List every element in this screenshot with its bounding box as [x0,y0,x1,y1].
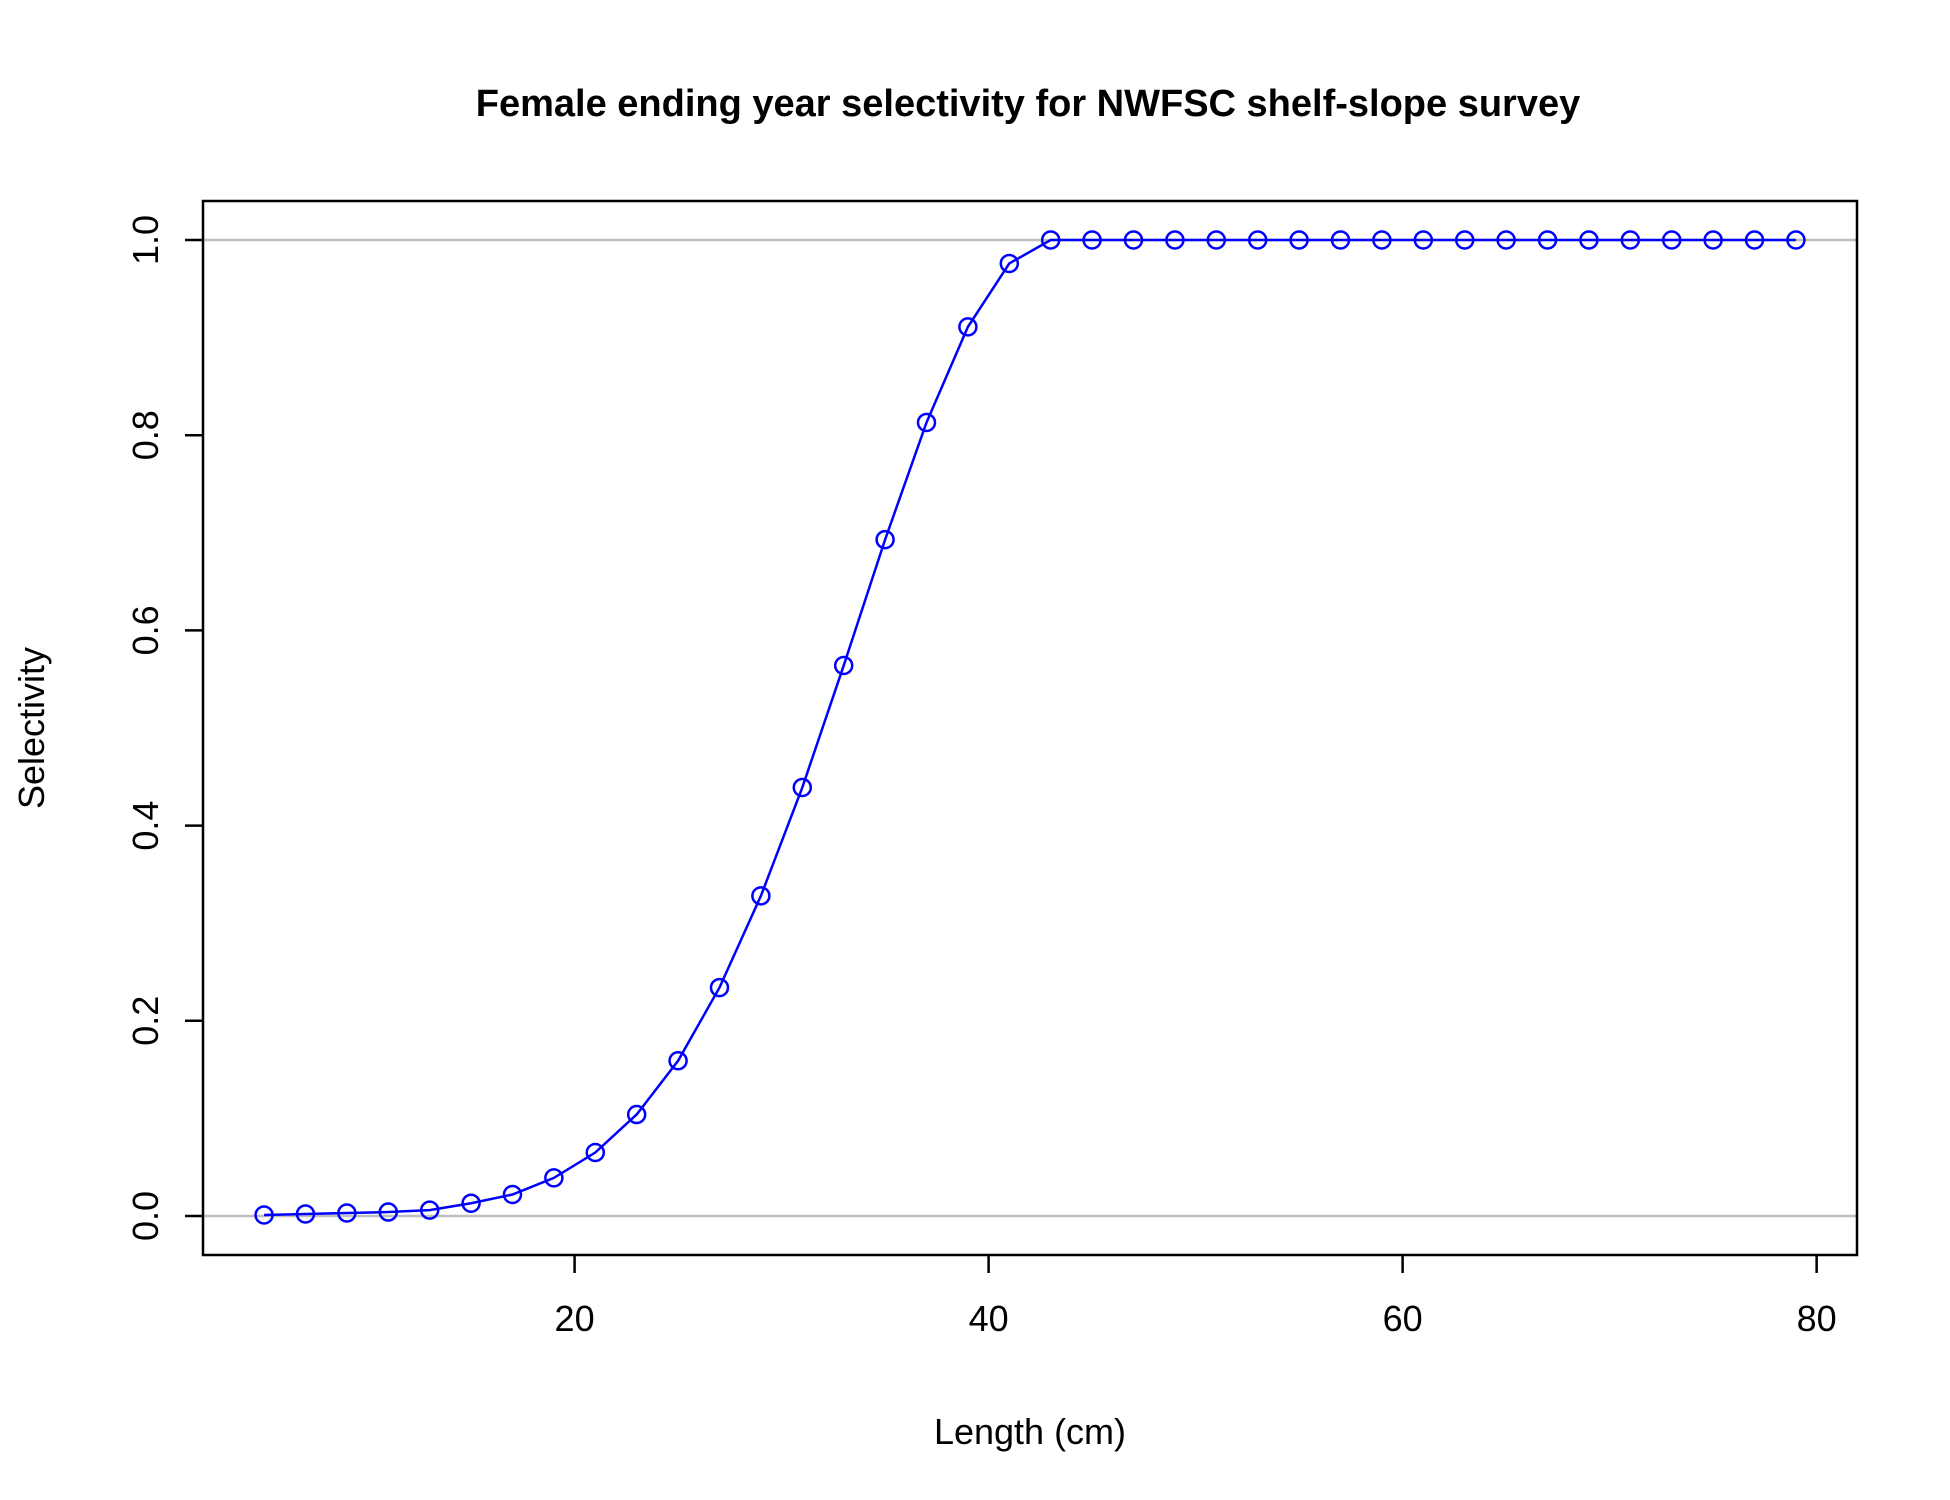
data-point [626,1104,647,1125]
x-axis-label: Length (cm) [934,1411,1126,1452]
data-point [1247,230,1268,250]
data-point [1579,230,1599,250]
data-point [875,529,895,550]
data-point [1082,230,1102,250]
data-point [833,655,854,676]
data-point [1165,230,1185,250]
plot-frame [201,199,1859,1257]
data-point [1372,230,1392,250]
data-point [254,1205,274,1225]
data-point [1330,230,1351,250]
data-point [1537,230,1558,250]
data-point [1744,230,1765,250]
data-point [1496,230,1516,250]
data-point [1289,230,1309,250]
data-point [585,1142,606,1163]
data-point [1413,230,1434,250]
data-point [1661,230,1682,250]
data-point [1703,230,1723,250]
data-point [502,1184,523,1205]
y-tick-label: 0.2 [125,996,166,1046]
data-point [419,1200,440,1220]
data-point [916,412,937,433]
data-point [792,777,813,798]
x-tick-label: 60 [1383,1298,1423,1339]
x-tick-label: 80 [1797,1298,1837,1339]
chart-title: Female ending year selectivity for NWFSC… [476,83,1580,125]
y-tick-label: 0.0 [125,1191,166,1241]
y-tick-label: 0.4 [125,801,166,851]
y-tick-label: 0.6 [125,605,166,655]
data-point [1206,230,1227,250]
data-point [1620,230,1641,250]
data-point [709,977,730,998]
series-line [264,238,1796,1217]
data-point [751,886,771,906]
y-tick-label: 1.0 [125,215,166,265]
reference-lines [203,238,1857,1218]
data-point [378,1202,399,1222]
y-tick-label: 0.8 [125,410,166,460]
data-point [668,1051,688,1071]
data-point [1123,230,1144,250]
data-point [999,253,1020,274]
x-tick-label: 20 [555,1298,595,1339]
data-point [461,1193,481,1214]
data-point [1786,230,1806,250]
data-point [337,1203,357,1223]
x-axis: 20 40 60 80 [555,1255,1837,1339]
x-tick-label: 40 [969,1298,1009,1339]
series-layer [254,230,1806,1225]
data-point [1454,230,1475,250]
data-point [295,1204,316,1224]
data-point [958,317,978,337]
y-axis: 0.0 0.2 0.4 0.6 0.8 1.0 [125,215,203,1241]
data-point [544,1168,564,1188]
data-point [1040,230,1061,250]
y-axis-label: Selectivity [11,647,52,809]
